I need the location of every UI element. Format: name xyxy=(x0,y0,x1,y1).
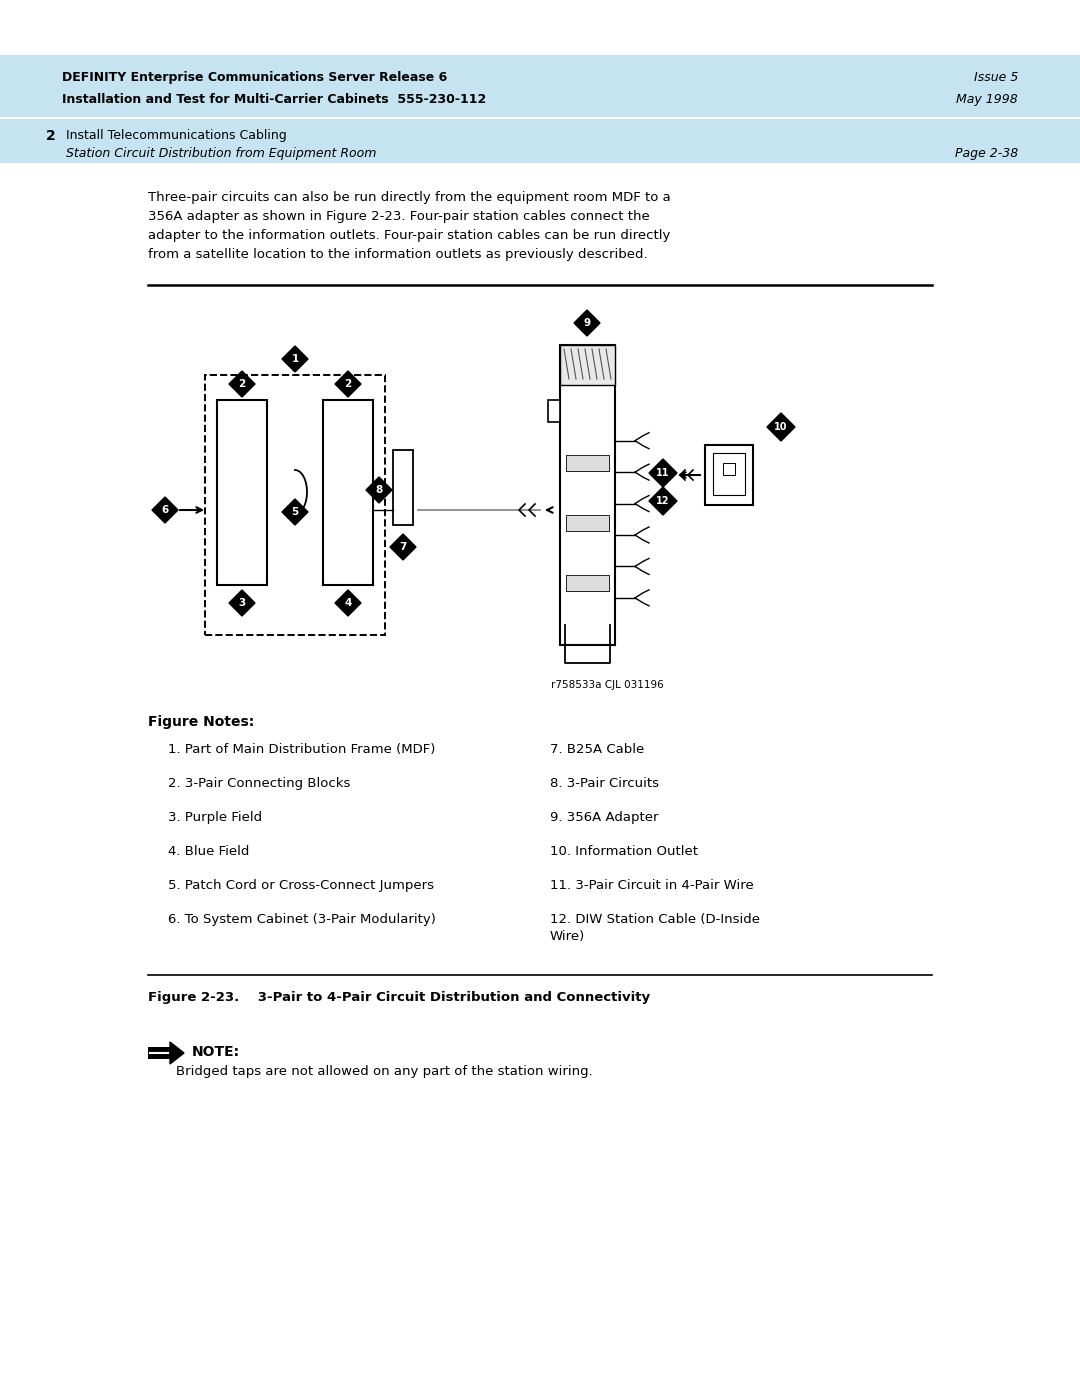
Text: Install Telecommunications Cabling: Install Telecommunications Cabling xyxy=(66,129,287,142)
Text: Figure 2-23.    3-Pair to 4-Pair Circuit Distribution and Connectivity: Figure 2-23. 3-Pair to 4-Pair Circuit Di… xyxy=(148,990,650,1004)
Bar xyxy=(393,450,413,525)
Bar xyxy=(323,400,373,585)
Text: DEFINITY Enterprise Communications Server Release 6: DEFINITY Enterprise Communications Serve… xyxy=(62,71,447,84)
Text: 2: 2 xyxy=(46,129,56,142)
Text: 9. 356A Adapter: 9. 356A Adapter xyxy=(550,812,659,824)
Text: 12. DIW Station Cable (D-Inside: 12. DIW Station Cable (D-Inside xyxy=(550,914,760,926)
Text: 12: 12 xyxy=(657,496,670,506)
Text: 7: 7 xyxy=(400,542,407,552)
Text: 4. Blue Field: 4. Blue Field xyxy=(168,845,249,858)
Text: from a satellite location to the information outlets as previously described.: from a satellite location to the informa… xyxy=(148,249,648,261)
Polygon shape xyxy=(282,346,308,372)
Text: 3. Purple Field: 3. Purple Field xyxy=(168,812,262,824)
Text: adapter to the information outlets. Four-pair station cables can be run directly: adapter to the information outlets. Four… xyxy=(148,229,671,242)
Text: 9: 9 xyxy=(583,319,591,328)
Text: 3: 3 xyxy=(239,598,245,608)
Polygon shape xyxy=(767,414,795,441)
Text: Page 2-38: Page 2-38 xyxy=(955,147,1018,161)
Text: 7. B25A Cable: 7. B25A Cable xyxy=(550,743,645,756)
Polygon shape xyxy=(649,460,677,488)
Text: 1. Part of Main Distribution Frame (MDF): 1. Part of Main Distribution Frame (MDF) xyxy=(168,743,435,756)
Text: May 1998: May 1998 xyxy=(956,94,1018,106)
Text: 2. 3-Pair Connecting Blocks: 2. 3-Pair Connecting Blocks xyxy=(168,777,350,789)
Text: 11. 3-Pair Circuit in 4-Pair Wire: 11. 3-Pair Circuit in 4-Pair Wire xyxy=(550,879,754,893)
Polygon shape xyxy=(366,476,392,503)
Polygon shape xyxy=(390,534,416,560)
Text: 8. 3-Pair Circuits: 8. 3-Pair Circuits xyxy=(550,777,659,789)
Bar xyxy=(217,400,267,585)
Bar xyxy=(566,455,609,471)
Text: Installation and Test for Multi-Carrier Cabinets  555-230-112: Installation and Test for Multi-Carrier … xyxy=(62,94,486,106)
Bar xyxy=(148,1046,170,1059)
Text: Wire): Wire) xyxy=(550,930,585,943)
Text: Three-pair circuits can also be run directly from the equipment room MDF to a: Three-pair circuits can also be run dire… xyxy=(148,191,671,204)
Bar xyxy=(713,453,745,495)
Bar xyxy=(548,400,561,422)
Text: 10. Information Outlet: 10. Information Outlet xyxy=(550,845,698,858)
Text: 6: 6 xyxy=(161,504,168,515)
Bar xyxy=(723,462,735,475)
Bar xyxy=(0,119,1080,163)
Text: 5: 5 xyxy=(292,507,299,517)
Text: 1: 1 xyxy=(292,353,299,365)
Bar xyxy=(566,576,609,591)
Text: 2: 2 xyxy=(239,379,245,388)
Bar xyxy=(705,446,753,504)
Text: Station Circuit Distribution from Equipment Room: Station Circuit Distribution from Equipm… xyxy=(66,147,376,161)
Polygon shape xyxy=(170,1042,184,1065)
Text: Bridged taps are not allowed on any part of the station wiring.: Bridged taps are not allowed on any part… xyxy=(176,1065,593,1078)
Bar xyxy=(0,54,1080,117)
Text: 356A adapter as shown in Figure 2-23. Four-pair station cables connect the: 356A adapter as shown in Figure 2-23. Fo… xyxy=(148,210,650,224)
Polygon shape xyxy=(229,590,255,616)
Polygon shape xyxy=(573,310,600,337)
Text: 4: 4 xyxy=(345,598,352,608)
Text: 2: 2 xyxy=(345,379,352,388)
Bar xyxy=(561,345,615,645)
Text: 6. To System Cabinet (3-Pair Modularity): 6. To System Cabinet (3-Pair Modularity) xyxy=(168,914,436,926)
Text: Issue 5: Issue 5 xyxy=(974,71,1018,84)
Polygon shape xyxy=(335,590,361,616)
Text: 11: 11 xyxy=(657,468,670,478)
Text: r758533a CJL 031196: r758533a CJL 031196 xyxy=(551,680,663,690)
Polygon shape xyxy=(335,372,361,397)
Bar xyxy=(205,374,384,636)
Polygon shape xyxy=(649,488,677,515)
Bar xyxy=(566,515,609,531)
Text: NOTE:: NOTE: xyxy=(192,1045,240,1059)
Polygon shape xyxy=(229,372,255,397)
Polygon shape xyxy=(152,497,178,522)
Polygon shape xyxy=(282,499,308,525)
Text: 5. Patch Cord or Cross-Connect Jumpers: 5. Patch Cord or Cross-Connect Jumpers xyxy=(168,879,434,893)
Text: 10: 10 xyxy=(774,422,787,432)
Text: Figure Notes:: Figure Notes: xyxy=(148,715,254,729)
Text: 8: 8 xyxy=(376,485,382,495)
Bar xyxy=(561,345,615,386)
